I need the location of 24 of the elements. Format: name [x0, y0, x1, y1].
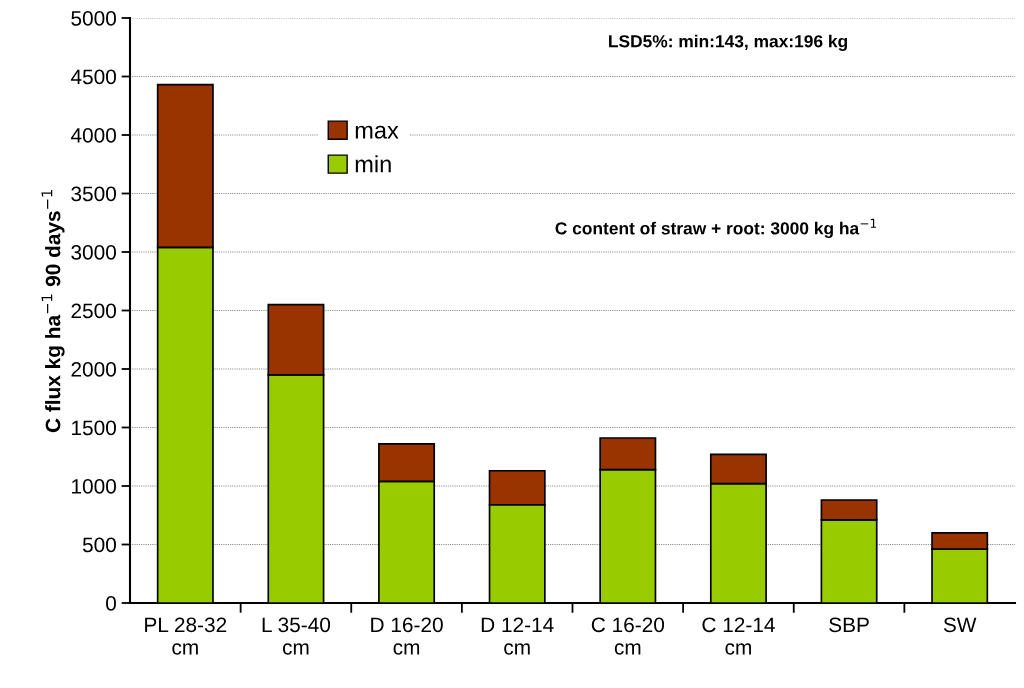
y-tick-label: 1000 — [72, 479, 116, 494]
x-tick-label: SBP — [829, 617, 869, 633]
x-tick-label: C 16-20 cm — [591, 617, 665, 655]
x-tick-label: D 16-20 cm — [371, 617, 443, 655]
y-tick-label: 3500 — [71, 186, 116, 202]
y-tick-label: 2500 — [71, 303, 116, 319]
y-tick-label: 3000 — [71, 245, 116, 260]
legend-label: min — [355, 155, 391, 173]
x-tick-label: C 12-14 cm — [702, 617, 775, 655]
x-tick-label: PL 28-32 cm — [145, 617, 227, 655]
x-tick-label: SW — [943, 617, 977, 633]
x-tick-label: D 12-14 cm — [481, 617, 554, 655]
y-tick-label: 0 — [106, 596, 116, 611]
annotation: LSD5%: min:143, max:196 kg — [609, 34, 847, 51]
y-axis-title: C flux kg ha$^{−1}$ 90 days$^{−1}$ — [41, 190, 65, 433]
y-tick-label: 4500 — [70, 69, 116, 85]
y-tick-label: 5000 — [71, 11, 116, 26]
y-tick-label: 2000 — [71, 362, 116, 377]
legend-label: max — [355, 125, 399, 139]
annotation: C content of straw + root: 3000 kg ha$^{−1}$ — [555, 218, 877, 239]
x-tick-label: L 35-40 cm — [262, 617, 331, 655]
y-tick-label: 1500 — [72, 420, 116, 436]
y-tick-label: 500 — [82, 537, 116, 553]
y-tick-label: 4000 — [70, 128, 116, 143]
